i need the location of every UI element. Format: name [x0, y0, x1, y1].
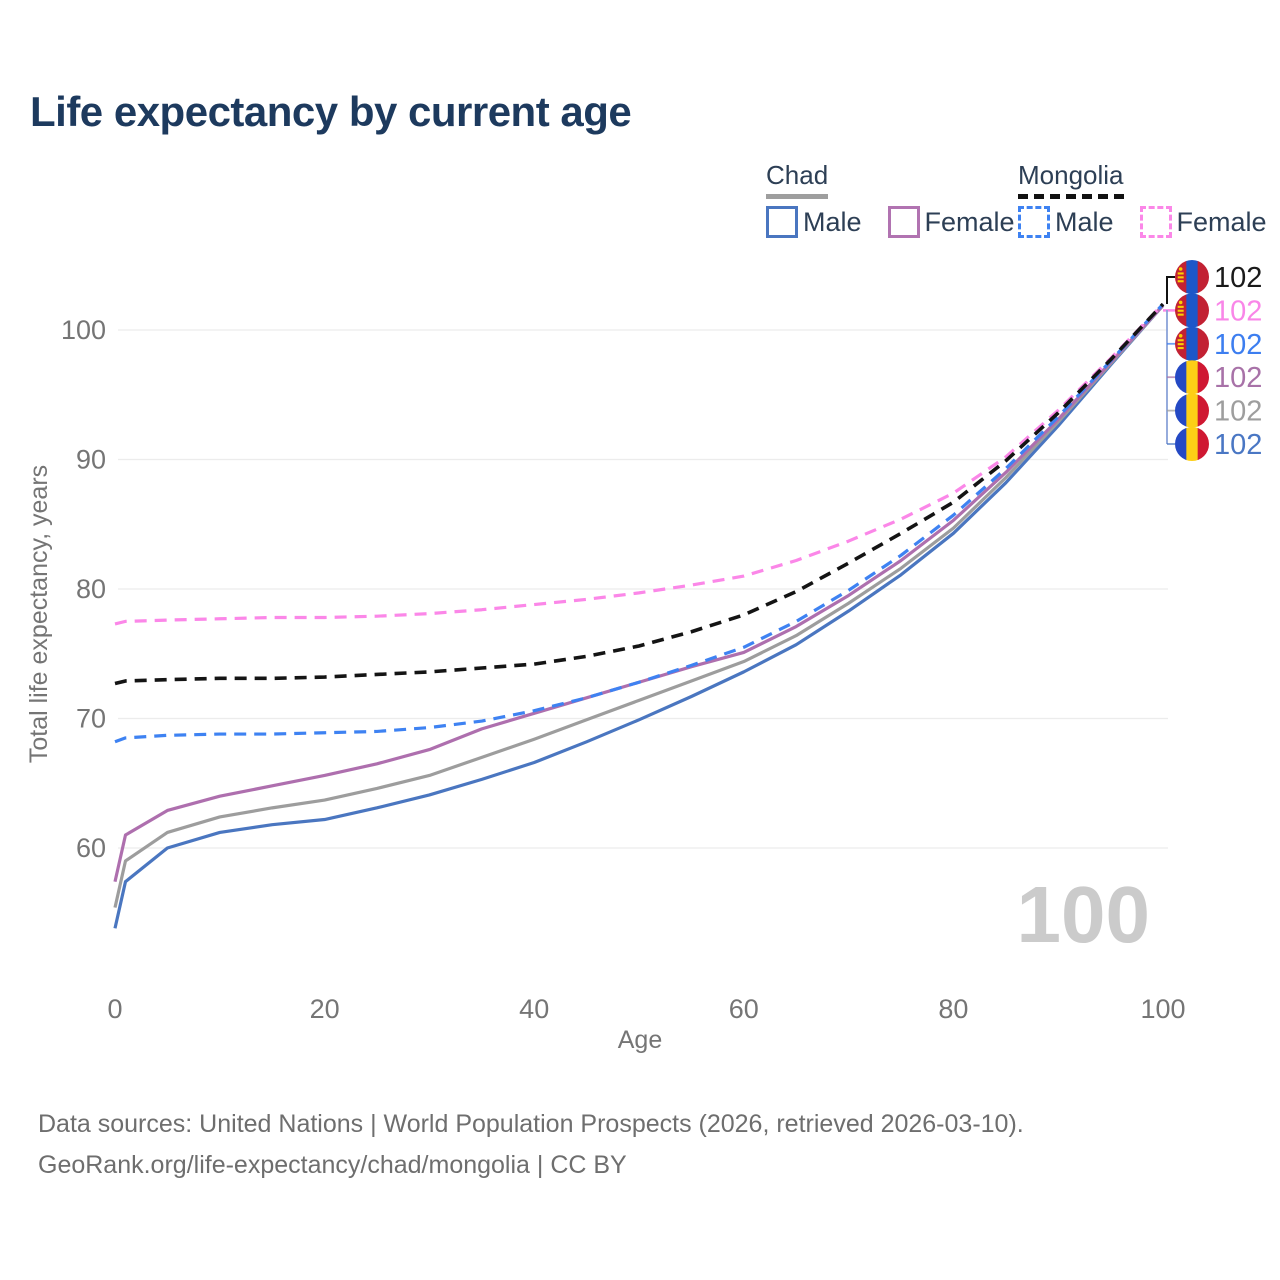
legend-group-chad: Chad Male Female: [766, 160, 1015, 238]
legend-items-chad: Male Female: [766, 206, 1015, 238]
legend-item-chad-male[interactable]: Male: [766, 206, 862, 238]
y-tick-label: 100: [61, 315, 106, 345]
x-tick-label: 20: [310, 994, 340, 1024]
page-title: Life expectancy by current age: [30, 88, 632, 135]
y-tick-label: 90: [76, 445, 106, 475]
mongolia-flag-icon: [1175, 260, 1209, 294]
end-label-mongolia-male: 102: [1214, 329, 1262, 361]
series-line-chad-male[interactable]: [113, 304, 1165, 929]
legend-items-mongolia: Male Female: [1018, 206, 1267, 238]
end-label-chad-male: 102: [1214, 429, 1262, 461]
footer: Data sources: United Nations | World Pop…: [38, 1104, 1024, 1186]
legend-item-label: Female: [924, 206, 1015, 237]
end-label-chad: 102: [1214, 396, 1262, 428]
x-axis-title: Age: [618, 1026, 662, 1054]
legend-group-mongolia: Mongolia Male Female: [1018, 160, 1267, 238]
chad-flag-icon: [1175, 360, 1209, 395]
data-sources-text: Data sources: United Nations | World Pop…: [38, 1110, 1024, 1138]
legend-country-mongolia[interactable]: Mongolia: [1018, 160, 1124, 199]
legend-swatch-mongolia-female: [1139, 206, 1172, 238]
legend-swatch-mongolia-male: [1018, 206, 1050, 238]
chad-flag-icon: [1175, 427, 1209, 461]
current-age-watermark: 100: [1017, 870, 1150, 959]
attribution-text: GeoRank.org/life-expectancy/chad/mongoli…: [38, 1151, 627, 1179]
y-tick-label: 80: [76, 574, 106, 604]
mongolia-flag-icon: [1175, 326, 1209, 361]
x-tick-label: 40: [519, 994, 549, 1024]
x-tick-label: 60: [729, 994, 759, 1024]
legend-item-label: Male: [1055, 206, 1114, 237]
leader-line-black: [1166, 276, 1175, 304]
legend: Chad Male Female Mongolia Male: [0, 160, 1280, 250]
y-tick-label: 60: [76, 833, 106, 863]
mongolia-flag-icon: [1175, 293, 1209, 328]
series-line-mongolia[interactable]: [114, 302, 1165, 686]
legend-swatch-chad-male: [766, 206, 798, 238]
x-tick-label: 80: [938, 994, 968, 1024]
legend-country-chad[interactable]: Chad: [766, 160, 829, 199]
legend-item-label: Male: [803, 206, 862, 237]
legend-item-mongolia-female[interactable]: Female: [1139, 206, 1267, 238]
series-line-mongolia-female[interactable]: [114, 302, 1165, 626]
legend-item-label: Female: [1176, 206, 1267, 237]
end-label-mongolia-female: 102: [1214, 295, 1262, 327]
x-tick-label: 0: [107, 994, 122, 1024]
chad-flag-icon: [1175, 393, 1209, 428]
series-line-mongolia-male[interactable]: [114, 303, 1165, 744]
y-tick-label: 70: [76, 704, 106, 734]
y-axis-title: Total life expectancy, years: [25, 465, 53, 763]
series-line-chad[interactable]: [113, 304, 1165, 908]
legend-item-mongolia-male[interactable]: Male: [1018, 206, 1114, 238]
end-label-chad-female: 102: [1214, 362, 1262, 394]
legend-swatch-chad-female: [887, 206, 920, 238]
x-tick-label: 100: [1140, 994, 1185, 1024]
end-label-mongolia: 102: [1214, 262, 1262, 294]
legend-item-chad-female[interactable]: Female: [887, 206, 1015, 238]
